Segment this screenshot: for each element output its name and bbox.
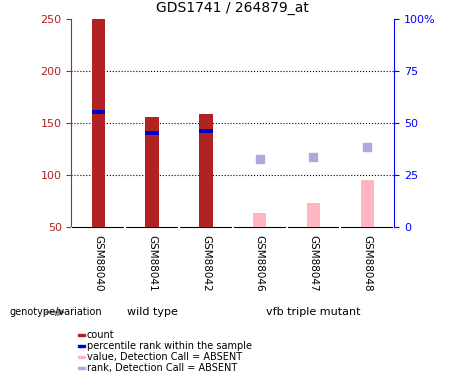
Text: genotype/variation: genotype/variation — [9, 307, 102, 317]
Bar — [78, 356, 85, 358]
Text: GSM88041: GSM88041 — [147, 235, 157, 292]
Bar — [253, 213, 266, 227]
Text: percentile rank within the sample: percentile rank within the sample — [87, 341, 252, 351]
Bar — [199, 129, 213, 133]
Text: value, Detection Call = ABSENT: value, Detection Call = ABSENT — [87, 352, 242, 362]
Bar — [78, 345, 85, 347]
Text: GSM88042: GSM88042 — [201, 235, 211, 292]
Text: GSM88046: GSM88046 — [254, 235, 265, 292]
Title: GDS1741 / 264879_at: GDS1741 / 264879_at — [156, 1, 309, 15]
Bar — [199, 114, 213, 227]
Text: vfb triple mutant: vfb triple mutant — [266, 307, 361, 317]
Text: count: count — [87, 330, 114, 340]
Bar — [145, 117, 159, 227]
Text: wild type: wild type — [127, 307, 177, 317]
Bar — [92, 19, 105, 227]
Bar — [78, 334, 85, 336]
Text: GSM88040: GSM88040 — [93, 235, 103, 292]
Bar — [361, 180, 374, 227]
Bar — [145, 131, 159, 135]
Text: GSM88047: GSM88047 — [308, 235, 319, 292]
Text: GSM88048: GSM88048 — [362, 235, 372, 292]
Bar — [78, 368, 85, 369]
Text: rank, Detection Call = ABSENT: rank, Detection Call = ABSENT — [87, 363, 237, 374]
Bar — [92, 110, 105, 114]
Bar — [307, 203, 320, 227]
